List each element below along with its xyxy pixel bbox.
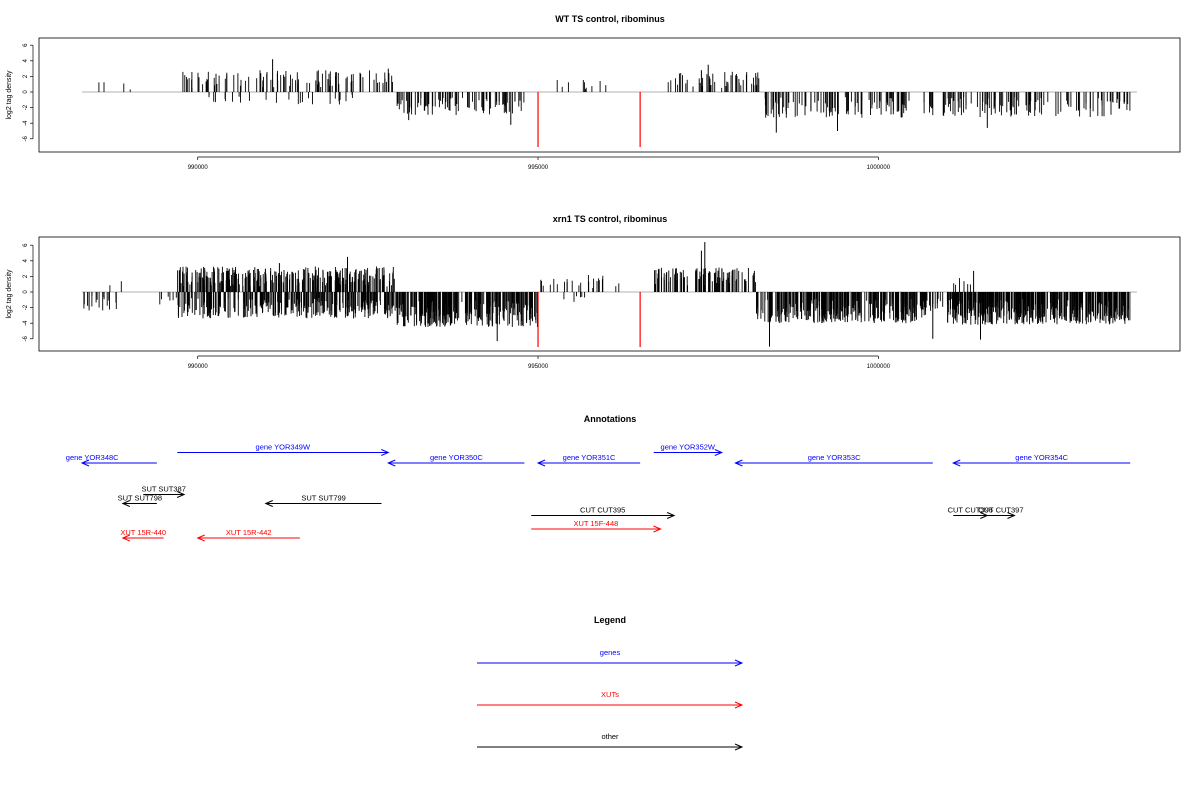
- xrn1-track-ylabel: log2 tag density: [6, 269, 13, 319]
- annotation-label: gene YOR353C: [808, 453, 861, 462]
- xrn1-track-panel: xrn1 TS control, ribominus log2 tag dens…: [6, 214, 1181, 370]
- wt-track-markers: [537, 92, 641, 147]
- y-tick-label: -2: [23, 304, 29, 310]
- x-tick-label: 995000: [528, 165, 549, 171]
- annotation-arrow-head: [714, 449, 724, 456]
- annotation-arrow-head: [387, 459, 396, 467]
- annotation-label: gene YOR348C: [66, 453, 119, 462]
- y-tick-label: 4: [23, 58, 29, 62]
- wt-track-y-axis: -6 -4 -2 0 2 4 6: [23, 43, 34, 141]
- y-tick-label: -2: [23, 104, 29, 110]
- y-tick-label: 0: [23, 290, 29, 294]
- x-tick-label: 1000000: [867, 165, 891, 171]
- annotation-arrow-head: [1007, 512, 1016, 519]
- legend-arrow-head: [734, 701, 744, 709]
- annotation-arrow-head: [666, 512, 676, 519]
- legend-arrow-head: [734, 659, 744, 667]
- x-tick-label: 1000000: [867, 364, 891, 370]
- annotation-arrow-head: [80, 459, 90, 467]
- annotation-arrow-head: [121, 500, 131, 507]
- y-tick-label: 0: [23, 90, 29, 94]
- annotation-arrow-head: [951, 459, 961, 467]
- x-tick-label: 995000: [528, 364, 549, 370]
- y-tick-label: 4: [23, 258, 29, 262]
- xrn1-track-title: xrn1 TS control, ribominus: [553, 214, 668, 224]
- annotation-arrow-head: [381, 449, 390, 456]
- annotation-label: SUT SUT387: [141, 485, 185, 494]
- y-tick-label: 2: [23, 74, 29, 78]
- legend-arrow-head: [734, 743, 744, 751]
- annotation-arrow-head: [653, 525, 662, 533]
- x-tick-label: 990000: [188, 165, 209, 171]
- annotation-arrow-head: [264, 500, 273, 507]
- annotation-label: CUT CUT396: [948, 506, 993, 515]
- annotation-label: XUT 15R-440: [120, 528, 166, 537]
- y-tick-label: -6: [23, 335, 29, 341]
- xrn1-track-markers: [537, 292, 641, 347]
- annotation-label: gene YOR354C: [1015, 453, 1068, 462]
- annotation-label: XUT 15F-448: [573, 519, 618, 528]
- annotation-arrow-head: [196, 534, 205, 542]
- annotation-arrow-head: [734, 459, 743, 467]
- legend-items: genes XUTs other: [477, 648, 744, 751]
- wt-track-panel: WT TS control, ribominus log2 tag densit…: [6, 14, 1181, 171]
- annotation-label: XUT 15R-442: [226, 528, 272, 537]
- wt-track-frame: [38, 37, 1181, 153]
- annotation-arrow-head: [176, 491, 186, 498]
- xrn1-track-y-axis: -6 -4 -2 0 2 4 6: [23, 243, 34, 341]
- x-tick-label: 990000: [188, 364, 209, 370]
- y-tick-label: 6: [23, 43, 29, 47]
- annotation-features: gene YOR348C gene YOR349W gene YOR350C gene…: [66, 443, 1131, 542]
- annotation-label: CUT CUT395: [580, 506, 625, 515]
- annotation-label: gene YOR350C: [430, 453, 483, 462]
- wt-track-bars: [82, 59, 1137, 133]
- annotation-arrow-head: [121, 534, 131, 542]
- y-tick-label: -4: [23, 320, 29, 326]
- annotation-label: gene YOR352W: [661, 443, 716, 452]
- wt-track-title: WT TS control, ribominus: [555, 14, 665, 24]
- xrn1-track-bars: [82, 242, 1137, 347]
- annotation-label: SUT SUT799: [301, 494, 345, 503]
- y-tick-label: 6: [23, 243, 29, 247]
- annotation-label: gene YOR351C: [563, 453, 616, 462]
- annotations-title: Annotations: [584, 414, 637, 424]
- annotation-label: CUT CUT397: [978, 506, 1023, 515]
- wt-track-x-axis: 990000 995000 1000000: [188, 156, 891, 171]
- legend-label: other: [601, 732, 619, 741]
- y-tick-label: -4: [23, 120, 29, 126]
- legend-title: Legend: [594, 615, 626, 625]
- legend-panel: Legend genes XUTs other: [477, 615, 744, 751]
- xrn1-track-frame: [38, 236, 1181, 352]
- y-tick-label: 2: [23, 274, 29, 278]
- annotation-label: SUT SUT798: [118, 494, 162, 503]
- legend-label: genes: [600, 648, 621, 657]
- annotation-label: gene YOR349W: [256, 443, 311, 452]
- y-tick-label: -6: [23, 135, 29, 141]
- legend-label: XUTs: [601, 690, 619, 699]
- xrn1-track-x-axis: 990000 995000 1000000: [188, 355, 891, 370]
- wt-track-ylabel: log2 tag density: [6, 70, 13, 120]
- annotation-arrow-head: [536, 459, 546, 467]
